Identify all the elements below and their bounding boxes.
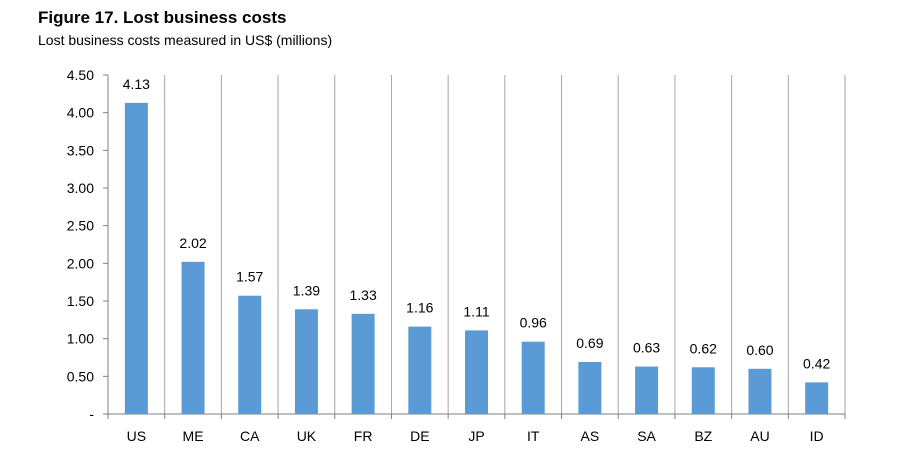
x-tick-label: DE bbox=[410, 428, 429, 444]
bar bbox=[294, 309, 318, 414]
chart-subtitle: Lost business costs measured in US$ (mil… bbox=[38, 32, 333, 48]
y-tick-label: 3.50 bbox=[67, 142, 94, 158]
x-tick-label: FR bbox=[354, 428, 373, 444]
x-tick-label: US bbox=[127, 428, 146, 444]
bar bbox=[465, 330, 488, 414]
data-label: 0.69 bbox=[576, 335, 603, 351]
x-tick-label: BZ bbox=[694, 428, 712, 444]
data-label: 2.02 bbox=[179, 235, 206, 251]
data-label: 0.42 bbox=[803, 355, 830, 371]
bar bbox=[635, 366, 659, 414]
y-tick-label: 3.00 bbox=[67, 180, 94, 196]
bar bbox=[408, 326, 432, 414]
bar bbox=[181, 261, 205, 414]
bar bbox=[351, 313, 375, 414]
data-label: 0.96 bbox=[520, 315, 547, 331]
bar bbox=[578, 362, 602, 414]
data-label: 1.33 bbox=[349, 287, 376, 303]
y-tick-label: 1.00 bbox=[67, 331, 94, 347]
x-tick-label: JP bbox=[468, 428, 484, 444]
x-tick-label: ME bbox=[183, 428, 204, 444]
x-tick-label: CA bbox=[240, 428, 260, 444]
data-label: 4.13 bbox=[123, 76, 150, 92]
data-label: 0.62 bbox=[690, 340, 717, 356]
bar bbox=[124, 102, 148, 414]
bar bbox=[691, 367, 715, 414]
bar bbox=[521, 341, 545, 414]
x-tick-label: AS bbox=[581, 428, 600, 444]
data-label: 0.63 bbox=[633, 340, 660, 356]
data-label: 1.16 bbox=[406, 300, 433, 316]
bar bbox=[805, 382, 829, 414]
data-label: 1.57 bbox=[236, 269, 263, 285]
bar bbox=[748, 368, 772, 414]
y-tick-label: 4.50 bbox=[67, 67, 94, 83]
x-tick-label: ID bbox=[810, 428, 824, 444]
y-tick-label: 0.50 bbox=[67, 368, 94, 384]
y-tick-label: 2.00 bbox=[67, 255, 94, 271]
data-label: 0.60 bbox=[746, 342, 773, 358]
y-tick-label: 1.50 bbox=[67, 293, 94, 309]
y-tick-label: 4.00 bbox=[67, 105, 94, 121]
y-tick-label: - bbox=[89, 406, 94, 422]
x-tick-label: AU bbox=[750, 428, 769, 444]
bar bbox=[238, 295, 262, 414]
chart-title: Figure 17. Lost business costs bbox=[38, 8, 287, 27]
data-label: 1.39 bbox=[293, 282, 320, 298]
x-tick-label: SA bbox=[637, 428, 656, 444]
x-tick-label: UK bbox=[297, 428, 317, 444]
y-tick-label: 2.50 bbox=[67, 218, 94, 234]
x-tick-label: IT bbox=[527, 428, 540, 444]
data-label: 1.11 bbox=[463, 303, 489, 319]
